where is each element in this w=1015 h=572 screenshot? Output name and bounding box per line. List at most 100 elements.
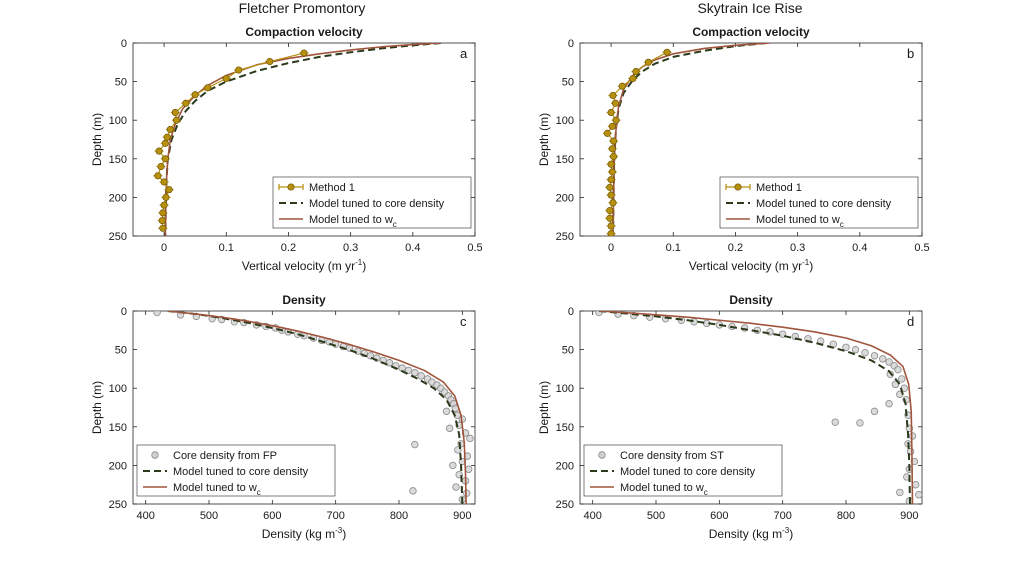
panel-d-xtick-label: 400 (583, 510, 601, 522)
core-density-point (908, 432, 917, 440)
method-1-point (172, 116, 181, 124)
legend-label-main: Model tuned to w (756, 214, 840, 226)
panel-c: Density c 400 500 600 700 800 900 0 50 100 150 200 25… (90, 293, 476, 541)
core-density-point (894, 365, 902, 374)
method-1-point (608, 168, 616, 176)
method-1-point (160, 201, 168, 209)
panel-d-ytick-label: 200 (556, 460, 574, 472)
legend-label-sub: c (704, 488, 708, 497)
core-density-point (885, 358, 893, 366)
method-1-point (607, 191, 615, 199)
xlabel-main: Vertical velocity (m yr (242, 259, 355, 273)
panel-d-xlabel: Density (kg m-3) (709, 526, 793, 541)
panel-a-ytick-label: 100 (109, 115, 127, 127)
panel-c-ytick-label: 200 (109, 460, 127, 472)
panel-a-ytick-label: 200 (109, 192, 127, 204)
method-1-point (159, 209, 167, 217)
method-1-point (609, 199, 617, 207)
legend-label-main: Core density from ST (620, 450, 724, 462)
legend-label: Model tuned to core density (620, 466, 756, 478)
panel-c-data (153, 311, 474, 504)
panel-b-xtick-label: 0 (608, 242, 614, 254)
method-1-point (182, 99, 190, 107)
method-1-point (609, 91, 617, 100)
method-1-point (157, 162, 165, 171)
legend-label: Method 1 (309, 182, 355, 194)
core-density-point (870, 352, 879, 360)
legend-label: Model tuned to core density (756, 198, 892, 210)
core-density-point (464, 465, 473, 473)
panel-c-xtick-label: 400 (136, 510, 154, 522)
model-core-density-line (164, 43, 441, 236)
method-1-point (161, 139, 169, 147)
legend-box (272, 176, 472, 229)
panel-d-ytick-label: 150 (556, 422, 574, 434)
panel-d-letter: d (907, 314, 914, 329)
core-density-point (417, 372, 425, 380)
xlabel-end: ) (362, 259, 366, 273)
column-title-left: Fletcher Promontory (239, 0, 366, 16)
panel-c-ytick-label: 50 (115, 345, 127, 357)
legend-label-main: Model tuned to w (173, 482, 257, 494)
xlabel-end: ) (342, 527, 346, 541)
legend-label-main: Model tuned to w (620, 482, 704, 494)
core-density-point (411, 440, 419, 449)
panel-a-letter: a (460, 46, 468, 61)
method-1-point (222, 74, 230, 83)
panel-d-xtick-label: 600 (710, 510, 728, 522)
method-1-point (161, 155, 169, 163)
method-1-point (607, 108, 615, 117)
panel-c-xtick-label: 600 (263, 510, 281, 522)
core-density-point (911, 481, 920, 489)
method-1-point (171, 108, 179, 117)
panel-b-xtick-label: 0.5 (914, 242, 929, 254)
panel-a-xtick-label: 0.5 (467, 242, 482, 254)
model-wc-line (167, 311, 467, 504)
method-1-point (165, 186, 173, 194)
legend-label: Model tuned to core density (309, 198, 445, 210)
legend-label-main: Method 1 (309, 182, 355, 194)
method-1-point (154, 172, 162, 180)
panel-a-xtick-label: 0.2 (281, 242, 296, 254)
panel-a: Compaction velocity a 0 0.1 0.2 0.3 0.4 0.5 0 50 1… (90, 25, 483, 273)
legend-label-main: Model tuned to core density (173, 466, 309, 478)
panel-a-xlabel: Vertical velocity (m yr-1) (242, 258, 366, 273)
panel-a-ytick-label: 0 (121, 38, 127, 50)
legend-label-sub: c (840, 220, 844, 229)
panel-d-xtick-label: 700 (773, 510, 791, 522)
panel-c-ytick-label: 0 (121, 306, 127, 318)
panel-c-ylabel: Depth (m) (90, 381, 104, 434)
panel-a-title: Compaction velocity (245, 25, 363, 39)
panel-d-ylabel: Depth (m) (537, 381, 551, 434)
legend-label: Model tuned to wc (173, 482, 261, 497)
legend-label: Model tuned to wc (620, 482, 708, 497)
panel-d-ytick-label: 0 (568, 306, 574, 318)
core-density-point (449, 461, 457, 470)
legend-method-marker (734, 183, 742, 191)
xlabel-sup: -1 (355, 258, 363, 267)
model-wc-line (598, 311, 914, 504)
legend-label: Model tuned to wc (756, 214, 844, 229)
method-1-point (632, 68, 640, 76)
method-1-point (204, 84, 212, 92)
panel-d-ytick-label: 50 (562, 345, 574, 357)
panel-a-ytick-label: 50 (115, 77, 127, 89)
panel-a-xtick-label: 0.4 (405, 242, 420, 254)
method-1-point (629, 74, 637, 83)
core-density-point (915, 491, 922, 499)
legend-label-sub: c (393, 220, 397, 229)
core-density-point (831, 418, 839, 426)
method-1-point (607, 176, 615, 184)
method-1-point (607, 222, 615, 230)
panel-a-ytick-label: 150 (109, 154, 127, 166)
xlabel-end: ) (789, 527, 793, 541)
method-1-point (300, 49, 308, 57)
xlabel-end: ) (809, 259, 813, 273)
panel-b-xtick-label: 0.1 (666, 242, 681, 254)
panel-a-ylabel: Depth (m) (90, 113, 104, 166)
xlabel-sup: -3 (335, 526, 343, 535)
legend-label-main: Model tuned to core density (756, 198, 892, 210)
method-1-point (166, 125, 174, 134)
panel-c-ytick-label: 100 (109, 383, 127, 395)
